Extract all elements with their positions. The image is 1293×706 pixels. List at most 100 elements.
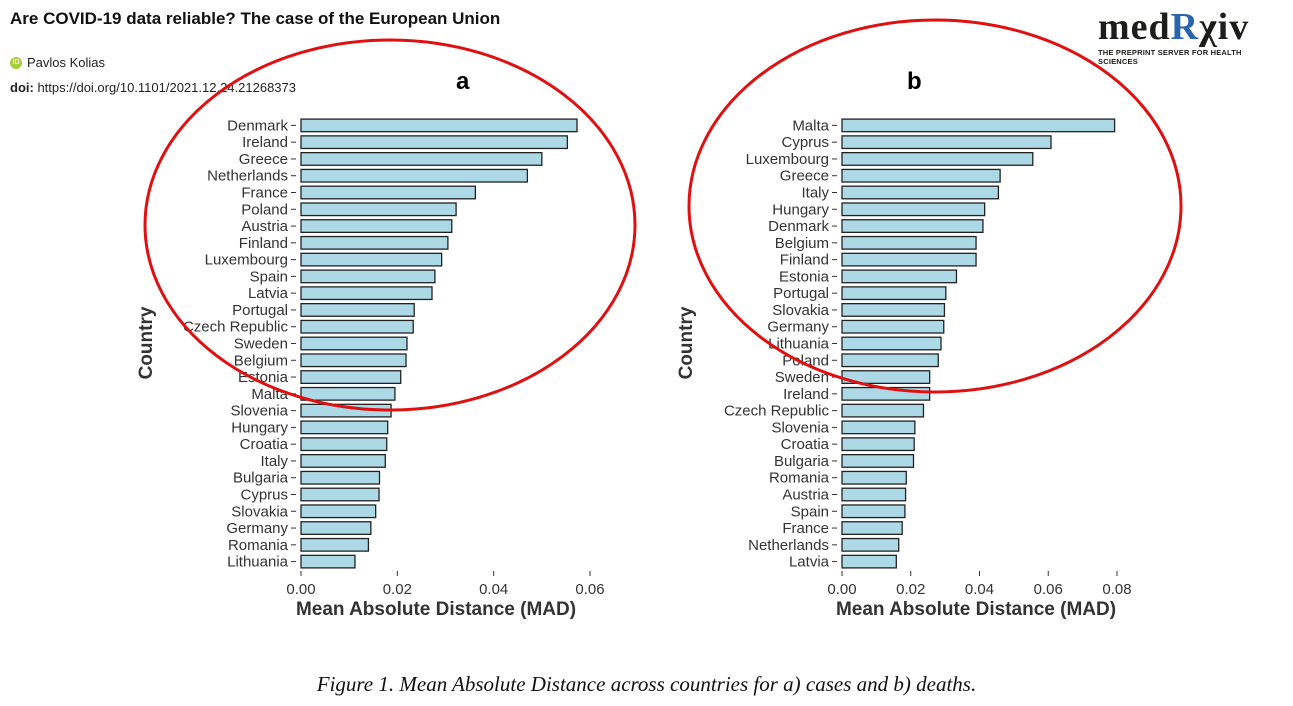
- logo-wordmark: medRχiv: [1098, 6, 1250, 48]
- bar-1-22: [841, 487, 907, 502]
- bar-1-19: [841, 437, 915, 452]
- highlight-ellipse-1: [687, 18, 1183, 394]
- ytick-label-0-12: Czech Republic: [183, 319, 289, 336]
- orcid-icon: iD: [10, 56, 22, 69]
- ytick-label-0-10: Latvia: [248, 285, 289, 302]
- bar-0-14: [300, 353, 407, 368]
- ytick-label-0-3: Netherlands: [207, 168, 288, 185]
- ytick-label-1-17: Czech Republic: [724, 403, 830, 420]
- ytick-label-1-8: Finland: [780, 252, 829, 269]
- xtick-label-1-0: 0.00: [827, 581, 856, 598]
- bar-0-22: [300, 487, 380, 502]
- ytick-label-0-9: Spain: [250, 268, 288, 285]
- bar-0-6: [300, 219, 453, 233]
- ytick-label-1-19: Croatia: [781, 436, 830, 453]
- ytick-label-1-11: Slovakia: [772, 302, 829, 319]
- bar-0-16: [300, 386, 396, 401]
- bar-0-15: [300, 370, 402, 384]
- xtick-label-0-2: 0.04: [479, 581, 508, 598]
- ytick-label-0-14: Belgium: [234, 352, 288, 369]
- bar-1-11: [841, 303, 946, 317]
- ytick-label-1-2: Luxembourg: [746, 151, 829, 168]
- ytick-label-1-21: Romania: [769, 470, 830, 487]
- bar-0-20: [300, 454, 386, 468]
- ytick-label-1-26: Latvia: [789, 554, 830, 571]
- bar-1-20: [841, 454, 915, 468]
- bar-0-24: [300, 521, 372, 535]
- bar-1-14: [841, 353, 939, 368]
- ytick-label-0-16: Malta: [251, 386, 288, 403]
- bar-1-18: [841, 420, 916, 435]
- bar-1-0: [841, 118, 1116, 133]
- ytick-label-1-15: Sweden: [775, 369, 829, 386]
- bar-1-25: [841, 537, 900, 552]
- x-axis-title-0: Mean Absolute Distance (MAD): [296, 599, 576, 620]
- author-name[interactable]: Pavlos Kolias: [27, 55, 106, 70]
- ytick-label-1-25: Netherlands: [748, 537, 829, 554]
- bar-0-4: [300, 185, 477, 200]
- medrxiv-logo[interactable]: medRχiv THE PREPRINT SERVER FOR HEALTH S…: [1098, 6, 1283, 66]
- ytick-label-1-1: Cyprus: [781, 134, 829, 151]
- ytick-label-0-5: Poland: [241, 201, 288, 218]
- ytick-label-1-0: Malta: [792, 117, 829, 134]
- paper-title: Are COVID-19 data reliable? The case of …: [10, 9, 501, 28]
- bar-1-6: [841, 219, 984, 233]
- bar-1-9: [841, 269, 958, 284]
- bar-0-1: [300, 135, 569, 150]
- ytick-label-0-26: Lithuania: [227, 554, 289, 571]
- bar-0-25: [300, 537, 370, 552]
- xtick-label-1-4: 0.08: [1102, 581, 1131, 598]
- author-line: iD Pavlos Kolias: [10, 55, 105, 70]
- xtick-label-1-2: 0.04: [965, 581, 994, 598]
- ytick-label-0-18: Hungary: [231, 419, 288, 436]
- bar-1-10: [841, 286, 947, 301]
- ytick-label-0-1: Ireland: [242, 134, 288, 151]
- bar-1-23: [841, 504, 906, 519]
- bar-1-4: [841, 185, 1000, 200]
- ytick-label-0-2: Greece: [239, 151, 288, 168]
- bar-1-2: [841, 152, 1034, 166]
- ytick-label-0-6: Austria: [241, 218, 288, 235]
- ytick-label-0-17: Slovenia: [230, 403, 288, 420]
- xtick-label-0-0: 0.00: [286, 581, 315, 598]
- doi-label: doi:: [10, 80, 34, 95]
- ytick-label-0-7: Finland: [239, 235, 288, 252]
- ytick-label-1-22: Austria: [782, 487, 829, 504]
- ytick-label-1-12: Germany: [767, 319, 829, 336]
- highlight-ellipse-0: [143, 38, 637, 412]
- bar-0-12: [300, 319, 414, 334]
- ytick-label-1-24: France: [782, 520, 829, 537]
- bar-1-1: [841, 135, 1052, 150]
- bar-0-5: [300, 202, 457, 217]
- ytick-label-0-25: Romania: [228, 537, 289, 554]
- bar-0-23: [300, 504, 377, 519]
- ytick-label-1-23: Spain: [791, 503, 829, 520]
- figure-caption: Figure 1. Mean Absolute Distance across …: [316, 672, 977, 696]
- ytick-label-0-15: Estonia: [238, 369, 289, 386]
- bar-0-18: [300, 420, 389, 435]
- ytick-label-1-9: Estonia: [779, 268, 830, 285]
- ytick-label-1-20: Bulgaria: [774, 453, 830, 470]
- logo-tagline: THE PREPRINT SERVER FOR HEALTH SCIENCES: [1098, 48, 1242, 66]
- bar-0-3: [300, 168, 529, 183]
- ytick-label-0-22: Cyprus: [240, 487, 288, 504]
- ytick-label-1-16: Ireland: [783, 386, 829, 403]
- panel-label-a: a: [456, 68, 470, 95]
- ytick-label-0-13: Sweden: [234, 336, 288, 353]
- bar-0-11: [300, 303, 415, 317]
- ytick-label-1-6: Denmark: [768, 218, 829, 235]
- bar-0-26: [300, 554, 356, 569]
- ytick-label-0-23: Slovakia: [231, 503, 288, 520]
- bar-1-5: [841, 202, 986, 217]
- x-axis-title-1: Mean Absolute Distance (MAD): [836, 599, 1116, 620]
- bar-0-21: [300, 470, 381, 485]
- bar-0-2: [300, 152, 543, 166]
- bar-1-26: [841, 554, 897, 569]
- ytick-label-1-5: Hungary: [772, 201, 829, 218]
- ytick-label-0-19: Croatia: [240, 436, 289, 453]
- bar-0-0: [300, 118, 578, 133]
- bar-0-7: [300, 235, 449, 250]
- ytick-label-0-24: Germany: [226, 520, 288, 537]
- bar-1-8: [841, 252, 977, 267]
